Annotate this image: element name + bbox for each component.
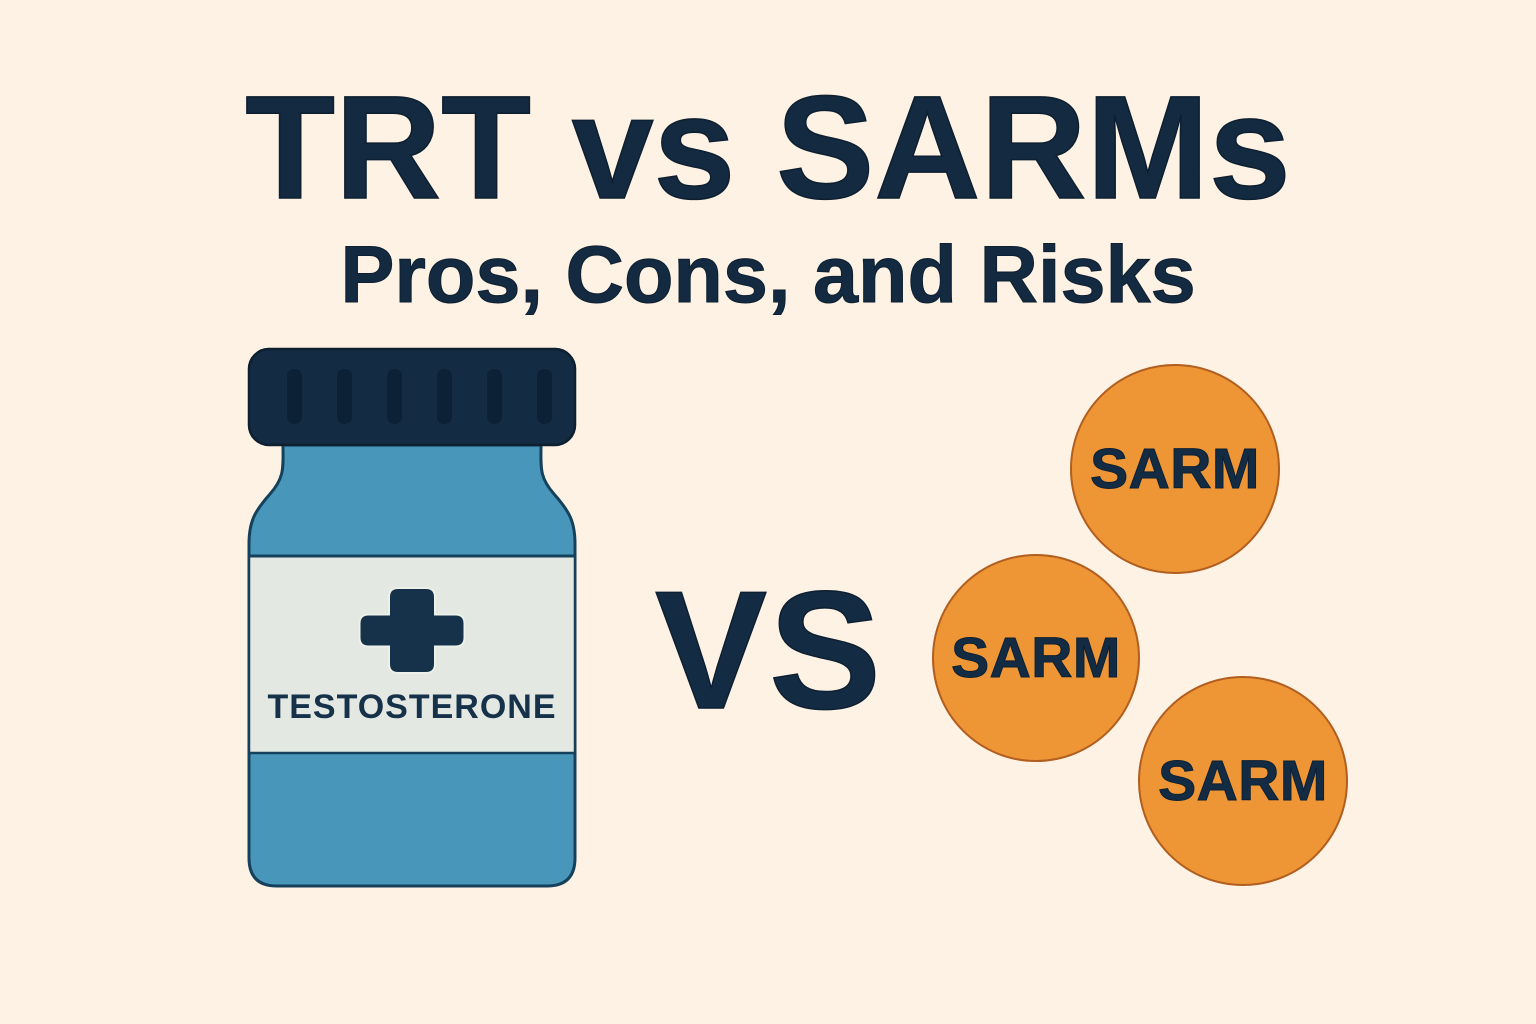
svg-text:TESTOSTERONE: TESTOSTERONE xyxy=(267,688,556,726)
